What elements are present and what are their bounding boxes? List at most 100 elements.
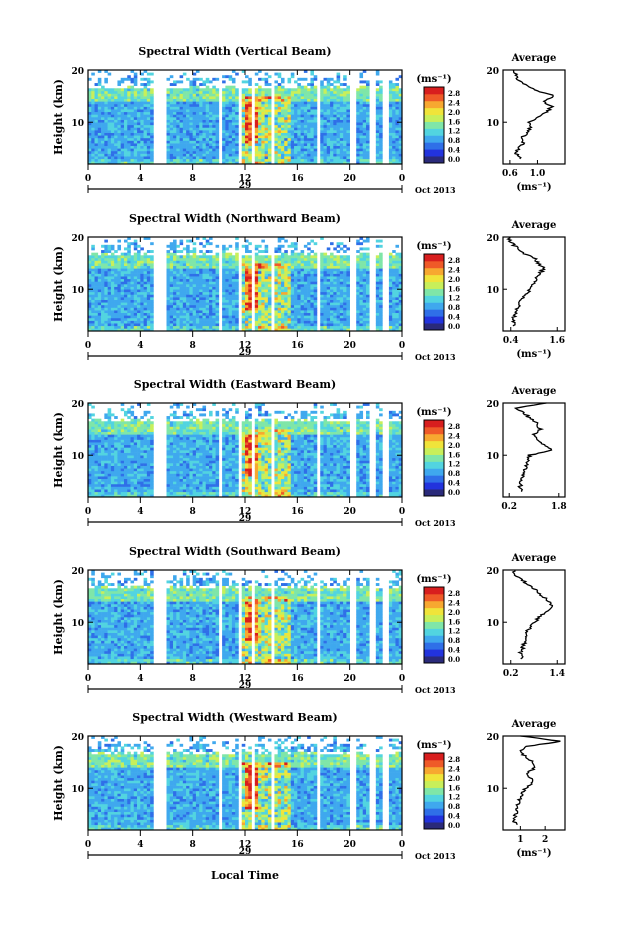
heatmap-cell [300, 140, 305, 144]
heatmap-cell [166, 312, 171, 316]
heatmap-cell [339, 90, 344, 94]
heatmap-cell [245, 276, 249, 280]
panel-title: Spectral Width (Northward Beam) [129, 212, 341, 225]
heatmap-cell [166, 122, 171, 126]
heatmap-cell [277, 150, 282, 154]
heatmap-cell [343, 286, 347, 290]
heatmap-cell [110, 302, 115, 306]
heatmap-cell [133, 312, 138, 316]
heatmap-cell [182, 98, 187, 102]
heatmap-cell [91, 145, 95, 149]
heatmap-cell [179, 124, 184, 128]
heatmap-cell [228, 88, 233, 92]
heatmap-cell [366, 124, 370, 128]
heatmap-cell [326, 77, 331, 81]
heatmap-cell [307, 83, 311, 86]
heatmap-cell [300, 101, 305, 105]
heatmap-cell [205, 250, 210, 253]
heatmap-cell [130, 127, 135, 131]
heatmap-cell [323, 161, 328, 165]
heatmap-cell [333, 158, 337, 162]
heatmap-cell [258, 70, 262, 73]
heatmap-cell [343, 291, 347, 295]
heatmap-cell [235, 124, 239, 128]
heatmap-cell [235, 307, 239, 311]
heatmap-cell [366, 299, 370, 303]
heatmap-cell [248, 291, 252, 295]
heatmap-cell [140, 106, 144, 110]
heatmap-cell [359, 135, 364, 139]
heatmap-cell [366, 284, 370, 287]
heatmap-cell [143, 286, 148, 290]
heatmap-cell [356, 88, 360, 92]
heatmap-cell [303, 323, 308, 327]
heatmap-cell [117, 122, 122, 126]
heatmap-cell [277, 90, 282, 94]
x-tick-label: 12 [239, 174, 252, 184]
heatmap-cell [307, 135, 311, 139]
heatmap-cell [97, 70, 102, 73]
heatmap-cell [300, 148, 305, 152]
heatmap-cell [192, 320, 197, 324]
heatmap-cell [222, 328, 226, 332]
heatmap-cell [179, 156, 184, 160]
heatmap-cell [392, 145, 396, 149]
heatmap-cell [176, 244, 180, 248]
heatmap-cell [130, 90, 135, 94]
heatmap-cell [88, 158, 92, 162]
heatmap-cell [267, 111, 272, 115]
heatmap-cell [303, 328, 308, 332]
heatmap-cell [356, 312, 360, 316]
heatmap-cell [169, 117, 174, 120]
heatmap-cell [202, 106, 207, 110]
heatmap-cell [123, 140, 128, 144]
heatmap-cell [228, 281, 233, 285]
heatmap-cell [195, 260, 200, 264]
heatmap-cell [107, 122, 112, 126]
heatmap-cell [222, 307, 226, 311]
heatmap-cell [274, 150, 279, 154]
heatmap-cell [222, 114, 226, 118]
heatmap-cell [297, 255, 301, 259]
heatmap-cell [94, 130, 99, 133]
heatmap-cell [303, 140, 308, 144]
heatmap-cell [192, 325, 197, 329]
heatmap-cell [235, 294, 239, 298]
heatmap-cell [179, 257, 184, 261]
heatmap-cell [346, 119, 350, 123]
heatmap-cell [231, 85, 236, 89]
heatmap-cell [359, 103, 364, 107]
heatmap-cell [186, 276, 190, 280]
heatmap-cell [284, 276, 288, 280]
heatmap-cell [117, 284, 122, 287]
heatmap-cell [179, 145, 184, 149]
heatmap-cell [290, 286, 295, 290]
heatmap-cell [375, 312, 380, 316]
heatmap-cell [235, 270, 239, 274]
heatmap-cell [130, 289, 135, 293]
heatmap-cell [91, 270, 95, 274]
heatmap-cell [140, 72, 144, 76]
heatmap-cell [231, 130, 236, 133]
heatmap-cell [209, 103, 213, 107]
heatmap-cell [395, 140, 400, 144]
heatmap-cell [143, 315, 148, 319]
heatmap-cell [179, 158, 184, 162]
heatmap-cells [88, 70, 403, 165]
heatmap-cell [130, 145, 135, 149]
heatmap-cell [97, 315, 102, 319]
heatmap-cell [307, 260, 311, 264]
heatmap-cell [186, 161, 190, 165]
heatmap-cell [130, 111, 135, 115]
heatmap-cell [104, 310, 108, 314]
heatmap-cell [346, 130, 350, 133]
heatmap-cell [123, 106, 128, 110]
heatmap-cell [231, 304, 236, 308]
heatmap-cell [189, 297, 193, 300]
x-tick-label: 4 [137, 174, 143, 184]
heatmap-cell [362, 299, 367, 303]
heatmap-cell [97, 284, 102, 287]
heatmap-cell [222, 273, 226, 277]
heatmap-cell [366, 237, 370, 240]
heatmap-cell [146, 93, 151, 97]
